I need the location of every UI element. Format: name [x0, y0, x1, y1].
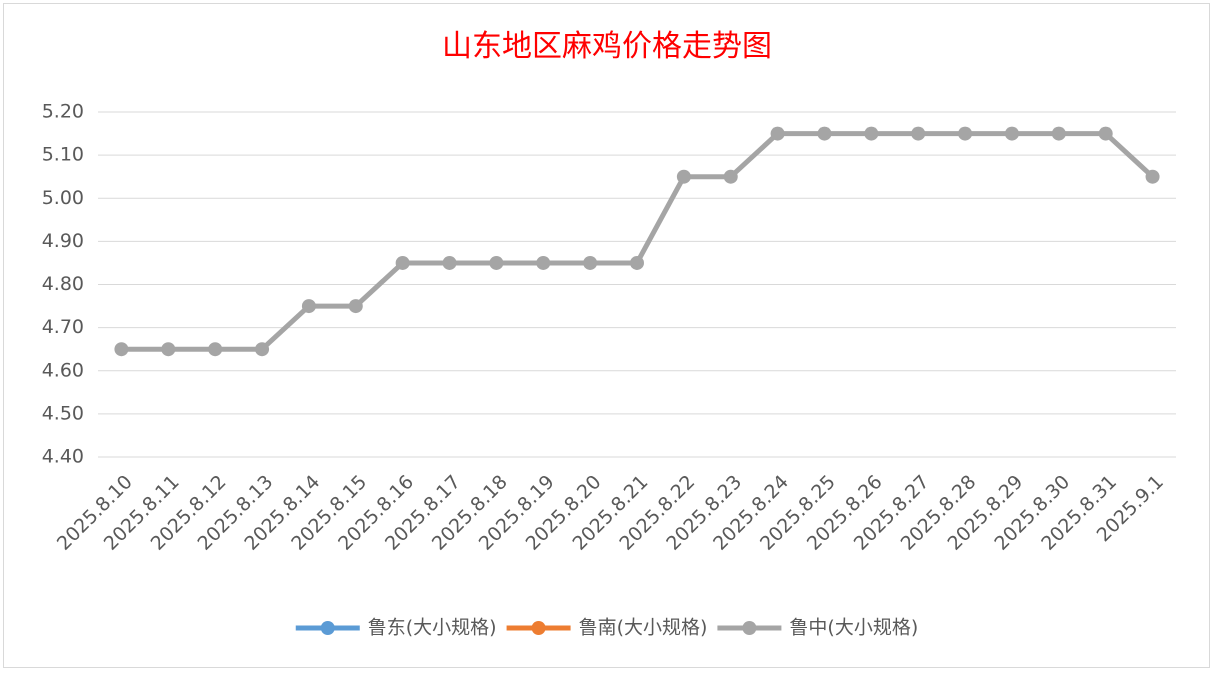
data-point	[583, 255, 598, 270]
y-tick-label: 5.20	[42, 101, 84, 123]
legend-label: 鲁东(大小规格)	[368, 617, 497, 639]
legend-marker	[742, 621, 757, 635]
y-tick-label: 5.00	[42, 187, 84, 209]
legend-marker	[320, 621, 335, 635]
data-point	[676, 169, 691, 184]
data-point	[1051, 126, 1066, 141]
data-point	[255, 342, 270, 357]
data-point	[489, 255, 504, 270]
data-point	[911, 126, 926, 141]
chart-border	[3, 3, 1210, 668]
data-point	[958, 126, 973, 141]
data-point	[723, 169, 738, 184]
data-point	[817, 126, 832, 141]
data-point	[442, 255, 457, 270]
y-tick-label: 4.50	[42, 402, 84, 424]
data-point	[114, 342, 129, 357]
data-point	[630, 255, 644, 270]
data-point	[770, 126, 785, 141]
y-tick-label: 4.60	[42, 359, 84, 381]
data-point	[161, 342, 176, 357]
y-tick-label: 4.70	[42, 316, 84, 338]
legend-label: 鲁中(大小规格)	[789, 617, 918, 639]
data-point	[1004, 126, 1019, 141]
data-point	[536, 255, 551, 270]
data-point	[208, 342, 223, 357]
chart-title: 山东地区麻鸡价格走势图	[442, 29, 772, 64]
y-tick-label: 4.40	[42, 446, 84, 468]
data-point	[301, 299, 316, 314]
data-point	[1098, 126, 1113, 141]
data-point	[348, 299, 363, 314]
y-tick-label: 4.90	[42, 230, 84, 252]
y-tick-label: 5.10	[42, 144, 84, 166]
data-point	[395, 255, 410, 270]
legend-marker	[531, 621, 546, 635]
data-point	[1145, 169, 1160, 184]
y-tick-label: 4.80	[42, 273, 84, 295]
data-point	[864, 126, 879, 141]
legend-label: 鲁南(大小规格)	[579, 617, 708, 639]
